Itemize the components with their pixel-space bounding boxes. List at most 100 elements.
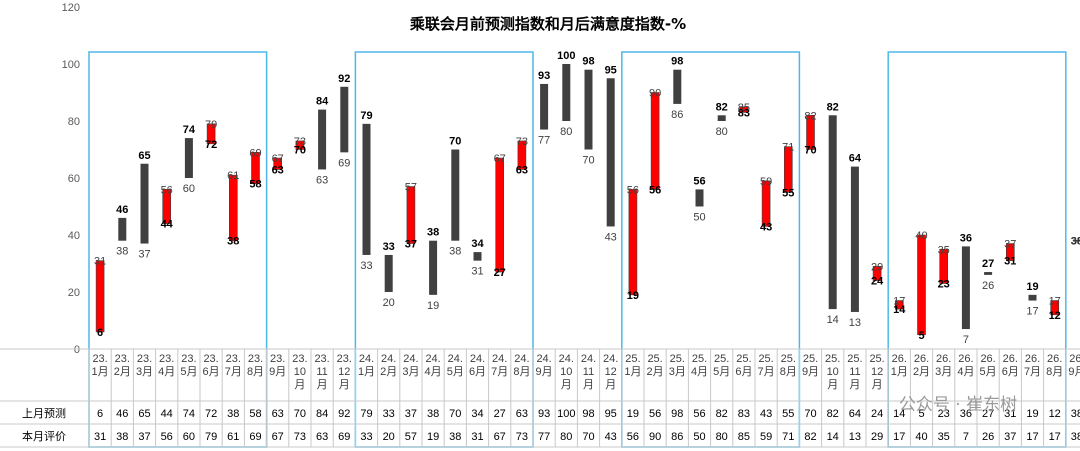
data-label-forecast: 38 [227, 236, 239, 248]
bar [273, 157, 283, 170]
bar [584, 69, 593, 150]
data-label-forecast: 19 [627, 290, 639, 302]
table-cell-forecast: 65 [138, 408, 150, 420]
bar [806, 115, 815, 150]
table-cell-forecast: 31 [1004, 408, 1016, 420]
y-tick-label: 40 [68, 230, 80, 242]
category-label: 26. 4月 [957, 353, 974, 378]
category-label: 23. 9月 [269, 353, 286, 378]
data-label-evaluation: 69 [338, 157, 350, 169]
table-cell-evaluation: 56 [627, 431, 639, 443]
table-cell-forecast: 24 [871, 408, 883, 420]
category-label: 23. 1月 [92, 353, 109, 378]
category-label: 26. 6月 [1002, 353, 1019, 378]
bar [1050, 300, 1059, 316]
table-cell-evaluation: 38 [449, 431, 461, 443]
bar [429, 240, 438, 295]
data-label-evaluation: 59 [760, 176, 772, 188]
table-cell-forecast: 63 [272, 408, 284, 420]
bar [473, 252, 482, 261]
data-label-forecast: 79 [360, 110, 372, 122]
bar [606, 78, 615, 227]
table-cell-forecast: 82 [827, 408, 839, 420]
data-label-forecast: 100 [557, 50, 575, 62]
data-label-forecast: 33 [383, 241, 395, 253]
data-label-forecast: 70 [294, 145, 306, 157]
data-label-forecast: 36 [960, 232, 972, 244]
table-cell-forecast: 72 [205, 408, 217, 420]
category-label: 25. 11 月 [847, 353, 862, 391]
bar [384, 254, 393, 292]
bar [406, 186, 416, 244]
bar [872, 266, 882, 281]
data-label-evaluation: 38 [116, 246, 128, 258]
y-tick-label: 100 [62, 59, 80, 71]
bar [229, 174, 238, 241]
table-cell-evaluation: 57 [405, 431, 417, 443]
table-cell-forecast: 38 [427, 408, 439, 420]
data-label-evaluation: 40 [915, 230, 927, 242]
table-cell-forecast: 100 [557, 408, 575, 420]
table-cell-evaluation: 19 [427, 431, 439, 443]
data-label-forecast: 31 [1004, 256, 1016, 268]
category-label: 25. 7月 [758, 353, 775, 378]
table-cell-evaluation: 56 [161, 431, 173, 443]
y-tick-label: 20 [68, 287, 80, 299]
category-label: 26. 8月 [1046, 353, 1063, 378]
category-label: 26. 7月 [1024, 353, 1041, 378]
data-label-evaluation: 19 [427, 300, 439, 312]
category-label: 23. 2月 [114, 353, 131, 378]
table-cell-evaluation: 43 [605, 431, 617, 443]
data-label-evaluation: 69 [249, 147, 261, 159]
bar [251, 152, 260, 185]
data-label-evaluation: 77 [538, 135, 550, 147]
bar [628, 189, 638, 296]
table-cell-evaluation: 38 [1071, 431, 1080, 443]
table-cell-forecast: 5 [918, 408, 924, 420]
table-cell-evaluation: 20 [383, 431, 395, 443]
table-cell-forecast: 37 [405, 408, 417, 420]
category-label: 24. 3月 [402, 353, 419, 378]
data-label-forecast: 83 [738, 107, 750, 119]
data-label-forecast: 70 [449, 136, 461, 148]
table-cell-evaluation: 7 [963, 431, 969, 443]
table-cell-forecast: 14 [893, 408, 905, 420]
table-cell-evaluation: 14 [827, 431, 839, 443]
table-cell-evaluation: 73 [294, 431, 306, 443]
data-label-forecast: 19 [1026, 281, 1038, 293]
bar [118, 217, 127, 241]
category-label: 24. 8月 [513, 353, 530, 378]
table-cell-forecast: 34 [471, 408, 483, 420]
category-label: 23. 12 月 [337, 353, 352, 391]
category-label: 24. 12 月 [603, 353, 618, 391]
category-label: 24. 9月 [536, 353, 553, 378]
data-label-forecast: 84 [316, 96, 329, 108]
y-tick-label: 60 [68, 173, 80, 185]
bar [517, 140, 527, 170]
data-label-forecast: 12 [1049, 310, 1061, 322]
bar [495, 157, 505, 273]
data-label-forecast: 37 [405, 239, 417, 251]
table-cell-forecast: 95 [605, 408, 617, 420]
bar [318, 109, 327, 170]
table-cell-forecast: 63 [516, 408, 528, 420]
data-label-evaluation: 56 [627, 184, 639, 196]
table-cell-evaluation: 37 [138, 431, 150, 443]
data-label-evaluation: 82 [804, 110, 816, 122]
table-cell-evaluation: 31 [471, 431, 483, 443]
data-label-forecast: 55 [782, 187, 794, 199]
row-label-forecast: 上月预测 [22, 407, 66, 420]
data-label-forecast: 95 [605, 64, 617, 76]
category-label: 24. 11 月 [581, 353, 596, 391]
bar [95, 260, 105, 333]
table-cell-evaluation: 31 [94, 431, 106, 443]
data-label-evaluation: 63 [316, 174, 328, 186]
data-label-forecast: 23 [938, 278, 950, 290]
data-label-evaluation: 90 [649, 88, 661, 100]
data-label-forecast: 14 [893, 304, 906, 316]
data-label-evaluation: 50 [693, 212, 705, 224]
table-cell-evaluation: 59 [760, 431, 772, 443]
data-label-evaluation: 33 [360, 260, 372, 272]
category-label: 24. 1月 [358, 353, 375, 378]
